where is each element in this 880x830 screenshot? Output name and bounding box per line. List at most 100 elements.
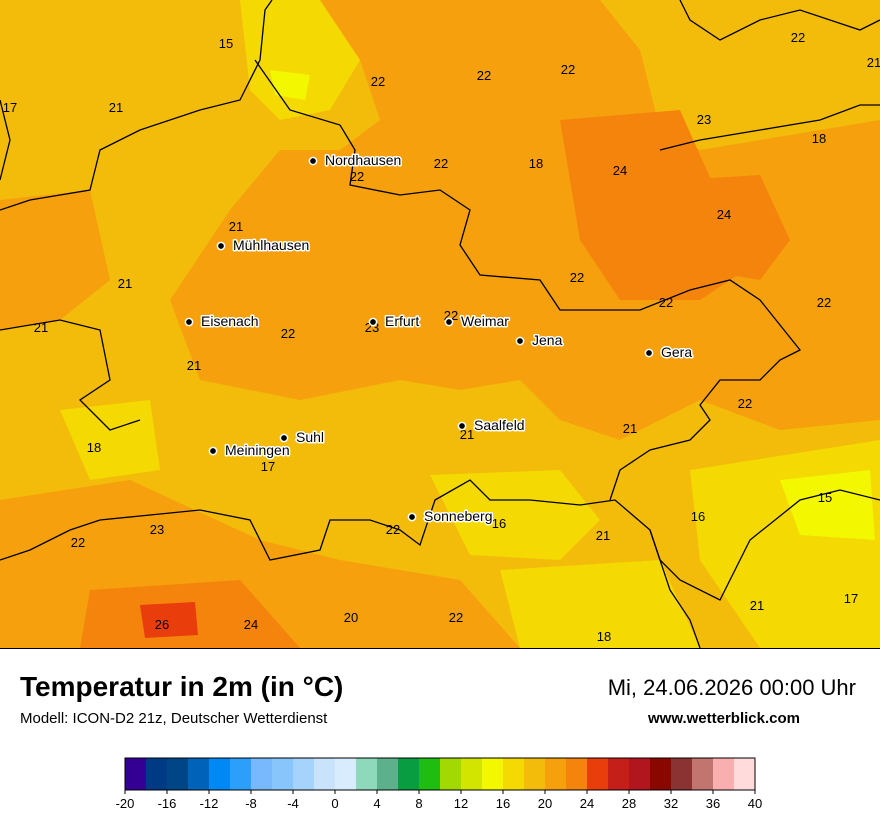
city-dot: [444, 317, 454, 327]
temperature-field-22: [0, 190, 110, 330]
city-dot: [515, 336, 525, 346]
legend-swatch: [713, 758, 735, 790]
city-label: Erfurt: [385, 313, 419, 329]
temperature-value: 17: [844, 591, 858, 606]
city-dot: [407, 512, 417, 522]
city-marker: Erfurt: [368, 312, 421, 331]
city-marker: Weimar: [444, 312, 511, 331]
temperature-value: 21: [460, 427, 474, 442]
temperature-field-26: [140, 602, 198, 638]
temperature-value: 18: [87, 440, 101, 455]
temperature-value: 22: [817, 295, 831, 310]
legend-tick-label: 0: [331, 796, 338, 811]
legend-swatch: [377, 758, 399, 790]
temperature-value: 22: [791, 30, 805, 45]
legend-swatch: [671, 758, 693, 790]
city-label: Suhl: [296, 429, 324, 445]
temperature-value: 22: [371, 74, 385, 89]
city-marker: Sonneberg: [407, 507, 494, 526]
legend-swatch: [356, 758, 378, 790]
legend-swatch: [209, 758, 231, 790]
temperature-value: 21: [867, 55, 880, 70]
city-dot: [184, 317, 194, 327]
city-dot: [457, 421, 467, 431]
temperature-value: 22: [386, 522, 400, 537]
legend-tick-label: -8: [245, 796, 257, 811]
temperature-field-18: [60, 400, 160, 480]
legend-tick-label: 8: [415, 796, 422, 811]
temperature-field-16: [780, 470, 875, 540]
temperature-value: 15: [219, 36, 233, 51]
temperature-value: 22: [434, 156, 448, 171]
city-marker: Saalfeld: [457, 416, 526, 435]
temperature-value: 26: [155, 617, 169, 632]
legend-tick-label: 12: [454, 796, 468, 811]
district-border: [679, 0, 880, 41]
temperature-value: 21: [750, 598, 764, 613]
temperature-value: 23: [697, 112, 711, 127]
temperature-value: 21: [187, 358, 201, 373]
temperature-value: 17: [3, 100, 17, 115]
legend-tick-label: 36: [706, 796, 720, 811]
temperature-value: 24: [717, 207, 731, 222]
temperature-value: 24: [613, 163, 627, 178]
legend-swatch: [398, 758, 420, 790]
city-label: Mühlhausen: [233, 237, 309, 253]
legend-swatch: [146, 758, 168, 790]
city-dot: [368, 317, 378, 327]
legend-swatch: [419, 758, 441, 790]
legend-tick-label: 4: [373, 796, 380, 811]
district-border: [0, 319, 141, 431]
temperature-value: 15: [818, 490, 832, 505]
temperature-value: 16: [492, 516, 506, 531]
legend-swatch: [545, 758, 567, 790]
map-title: Temperatur in 2m (in °C): [20, 671, 344, 702]
city-label: Nordhausen: [325, 152, 401, 168]
city-dot: [644, 348, 654, 358]
city-label: Sonneberg: [424, 508, 493, 524]
temperature-value: 21: [118, 276, 132, 291]
temperature-field-22: [170, 0, 880, 440]
city-dot: [216, 241, 226, 251]
legend-swatch: [272, 758, 294, 790]
legend-swatch: [734, 758, 756, 790]
legend-color-bar: [124, 757, 756, 791]
temperature-field-18: [240, 0, 360, 120]
website-link[interactable]: www.wetterblick.com: [648, 710, 800, 727]
city-label: Meiningen: [225, 442, 290, 458]
temperature-value: 21: [34, 320, 48, 335]
legend-swatch: [188, 758, 210, 790]
temperature-value: 22: [477, 68, 491, 83]
temperature-field-18: [500, 560, 700, 648]
temperature-value: 22: [561, 62, 575, 77]
city-label: Saalfeld: [474, 417, 525, 433]
legend-swatch: [461, 758, 483, 790]
city-dot: [208, 446, 218, 456]
temperature-value: 22: [659, 295, 673, 310]
temperature-value: 21: [623, 421, 637, 436]
temperature-value: 18: [597, 629, 611, 644]
temperature-value: 17: [261, 459, 275, 474]
legend-tick-label: -12: [200, 796, 219, 811]
legend-tick-label: -16: [158, 796, 177, 811]
legend-outline: [124, 757, 756, 791]
city-marker: Nordhausen: [308, 151, 403, 170]
temperature-value: 20: [344, 610, 358, 625]
state-border: [0, 479, 880, 601]
city-marker: Gera: [644, 343, 694, 362]
temperature-map: 15 22 22 22 22 21 17 21 23 18 22 18 22 24 24 21 22 21 22 22…: [0, 0, 880, 649]
state-border: [0, 0, 273, 211]
city-marker: Mühlhausen: [216, 236, 311, 255]
temperature-labels: 15 22 22 22 22 21 17 21 23 18 22 18 22 24 24 21 22 21 22 22…: [3, 30, 880, 644]
city-marker: Eisenach: [184, 312, 260, 331]
legend-tick-labels: -20 -16 -12 -8 -4 0 4 8 12 16 20 24 28 32 36 40: [116, 790, 762, 811]
city-label: Weimar: [461, 313, 509, 329]
temperature-value: 22: [449, 610, 463, 625]
legend-tick-label: 32: [664, 796, 678, 811]
map-canvas: 15 22 22 22 22 21 17 21 23 18 22 18 22 24 24 21 22 21 22 22…: [0, 0, 880, 648]
legend-swatch: [335, 758, 357, 790]
legend-tick-label: 28: [622, 796, 636, 811]
legend-swatch: [440, 758, 462, 790]
city-marker: Jena: [515, 331, 564, 350]
legend-tick-label: 16: [496, 796, 510, 811]
